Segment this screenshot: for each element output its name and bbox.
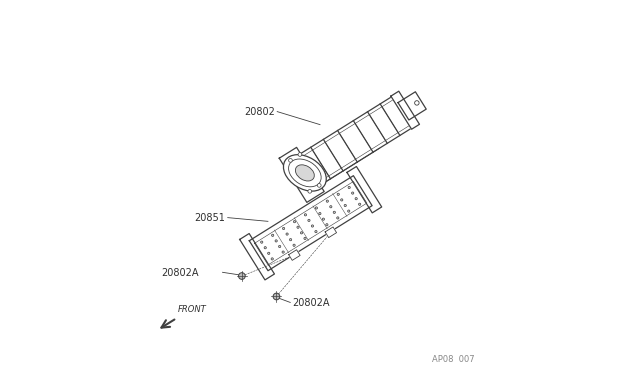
Polygon shape (279, 147, 324, 202)
Circle shape (293, 221, 296, 223)
Circle shape (286, 233, 288, 235)
Circle shape (271, 234, 274, 237)
Circle shape (282, 227, 285, 230)
Polygon shape (391, 91, 419, 129)
Circle shape (315, 231, 317, 233)
Circle shape (260, 241, 263, 243)
Circle shape (297, 226, 299, 228)
Text: 20851: 20851 (195, 213, 225, 222)
Circle shape (415, 101, 419, 105)
Polygon shape (298, 96, 413, 187)
Ellipse shape (289, 159, 321, 187)
Circle shape (337, 193, 339, 195)
Circle shape (239, 273, 245, 279)
Circle shape (351, 192, 354, 194)
Polygon shape (289, 250, 300, 260)
Text: 20802A: 20802A (292, 298, 330, 308)
Circle shape (305, 214, 307, 216)
Ellipse shape (284, 155, 326, 191)
Circle shape (316, 207, 317, 209)
Text: FRONT: FRONT (177, 305, 206, 314)
Circle shape (326, 200, 328, 202)
Circle shape (319, 212, 321, 215)
Circle shape (298, 153, 302, 156)
Circle shape (311, 225, 314, 227)
Circle shape (333, 211, 335, 214)
Polygon shape (347, 167, 381, 213)
Text: 20802: 20802 (244, 107, 275, 116)
Circle shape (348, 210, 350, 212)
Polygon shape (398, 92, 426, 120)
Circle shape (278, 246, 281, 248)
Text: AP08  007: AP08 007 (431, 355, 474, 364)
Circle shape (323, 218, 324, 220)
Circle shape (330, 206, 332, 208)
Circle shape (344, 204, 346, 206)
Polygon shape (240, 234, 275, 280)
Circle shape (264, 247, 266, 249)
Circle shape (308, 219, 310, 221)
Ellipse shape (296, 165, 314, 181)
Circle shape (271, 258, 273, 260)
Circle shape (317, 183, 321, 187)
Circle shape (300, 232, 303, 234)
Circle shape (289, 238, 292, 241)
Circle shape (358, 203, 361, 205)
Circle shape (326, 224, 328, 226)
Circle shape (308, 189, 312, 193)
Circle shape (282, 251, 284, 253)
Circle shape (289, 158, 292, 162)
Circle shape (275, 240, 277, 242)
Circle shape (340, 199, 343, 201)
Circle shape (304, 237, 306, 240)
Text: 20802A: 20802A (161, 269, 199, 278)
Circle shape (355, 198, 357, 200)
Circle shape (293, 244, 295, 246)
Polygon shape (325, 227, 337, 238)
Circle shape (268, 252, 270, 254)
Polygon shape (250, 176, 372, 271)
Circle shape (348, 186, 350, 189)
Circle shape (337, 217, 339, 219)
Circle shape (273, 293, 280, 300)
